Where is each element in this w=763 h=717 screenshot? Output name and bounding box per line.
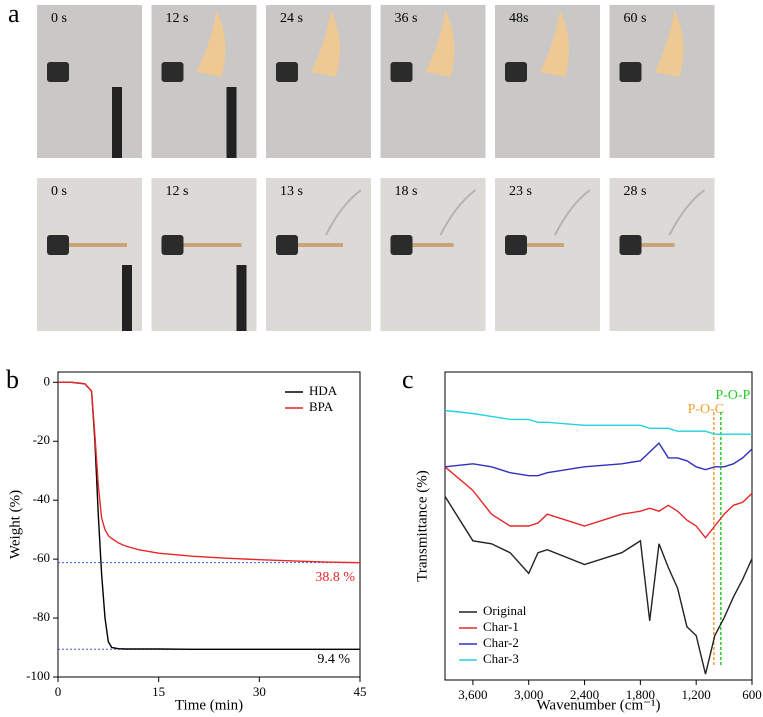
clamp [47, 62, 69, 82]
plot-frame [444, 371, 753, 681]
plot-frame [57, 371, 361, 678]
x-axis-label: Time (min) [175, 697, 243, 713]
series-line [444, 466, 753, 539]
series-line [444, 409, 752, 435]
rod [639, 243, 675, 247]
y-tick-label: -40 [33, 491, 50, 506]
photo-label: 36 s [395, 11, 418, 26]
y-tick-label: 0 [44, 373, 51, 388]
series-line [58, 381, 361, 564]
x-tick-label: 3,600 [458, 687, 487, 702]
clamp [390, 235, 413, 255]
x-axis-label: Wavenumber (cm⁻¹) [536, 697, 660, 713]
clamp [505, 62, 527, 82]
photo-label: 28 s [624, 184, 647, 199]
clamp [276, 235, 298, 255]
series-line [444, 442, 753, 477]
clamp [619, 62, 642, 82]
x-tick-label: 45 [354, 684, 367, 699]
rod [67, 243, 127, 247]
clamp [161, 62, 184, 82]
reference-label: P-O-P [715, 388, 750, 403]
legend-label: Original [483, 603, 527, 618]
rod [296, 243, 343, 247]
legend-label: Char-2 [483, 635, 519, 650]
clamp [619, 235, 642, 255]
photo-label: 48s [509, 11, 528, 26]
clamp [505, 235, 527, 255]
photo-label: 0 s [51, 184, 67, 199]
photo-label: 18 s [395, 184, 418, 199]
photo-label: 23 s [509, 184, 532, 199]
photo-label: 12 s [166, 184, 189, 199]
photo-label: 12 s [166, 11, 189, 26]
rod [181, 243, 242, 247]
cable [112, 87, 122, 158]
reference-label: P-O-C [688, 402, 725, 417]
cable [226, 87, 237, 158]
y-axis-label: Transmittance (%) [414, 470, 430, 582]
x-tick-label: 600 [742, 687, 762, 702]
photo-label: 60 s [624, 11, 647, 26]
flame [540, 10, 569, 77]
flame [196, 10, 226, 77]
x-tick-label: 15 [152, 684, 165, 699]
y-tick-label: -20 [33, 432, 50, 447]
series-line [444, 496, 753, 675]
legend-label: Char-1 [483, 619, 519, 634]
annotation: 9.4 % [317, 652, 350, 667]
y-axis-label: Weight (%) [7, 490, 23, 559]
series-line [58, 381, 360, 650]
rod [410, 243, 454, 247]
panel-label: c [402, 365, 414, 394]
smoke [439, 189, 477, 236]
cable [236, 265, 247, 331]
x-tick-label: 3,000 [514, 687, 543, 702]
x-tick-label: 2,400 [570, 687, 599, 702]
clamp [390, 62, 413, 82]
smoke [668, 189, 706, 236]
clamp [161, 235, 184, 255]
y-tick-label: -100 [26, 668, 50, 683]
clamp [276, 62, 298, 82]
panel-label: b [6, 365, 19, 394]
flame [654, 10, 684, 77]
cable [122, 265, 132, 331]
x-tick-label: 1,800 [626, 687, 655, 702]
annotation: 38.8 % [315, 570, 355, 585]
y-tick-label: -60 [33, 550, 50, 565]
rod [525, 243, 564, 247]
legend-label: HDA [309, 383, 338, 398]
y-tick-label: -80 [33, 609, 50, 624]
x-tick-label: 30 [253, 684, 266, 699]
photo-label: 24 s [280, 11, 303, 26]
photo-label: 13 s [280, 184, 303, 199]
legend-label: Char-3 [483, 651, 519, 666]
legend-label: BPA [309, 399, 334, 414]
panel-label: a [8, 0, 20, 28]
smoke [325, 189, 362, 236]
smoke [554, 189, 591, 236]
clamp [47, 235, 69, 255]
x-tick-label: 0 [55, 684, 62, 699]
flame [311, 10, 340, 77]
photo-label: 0 s [51, 11, 67, 26]
flame [425, 10, 455, 77]
x-tick-label: 1,200 [682, 687, 711, 702]
